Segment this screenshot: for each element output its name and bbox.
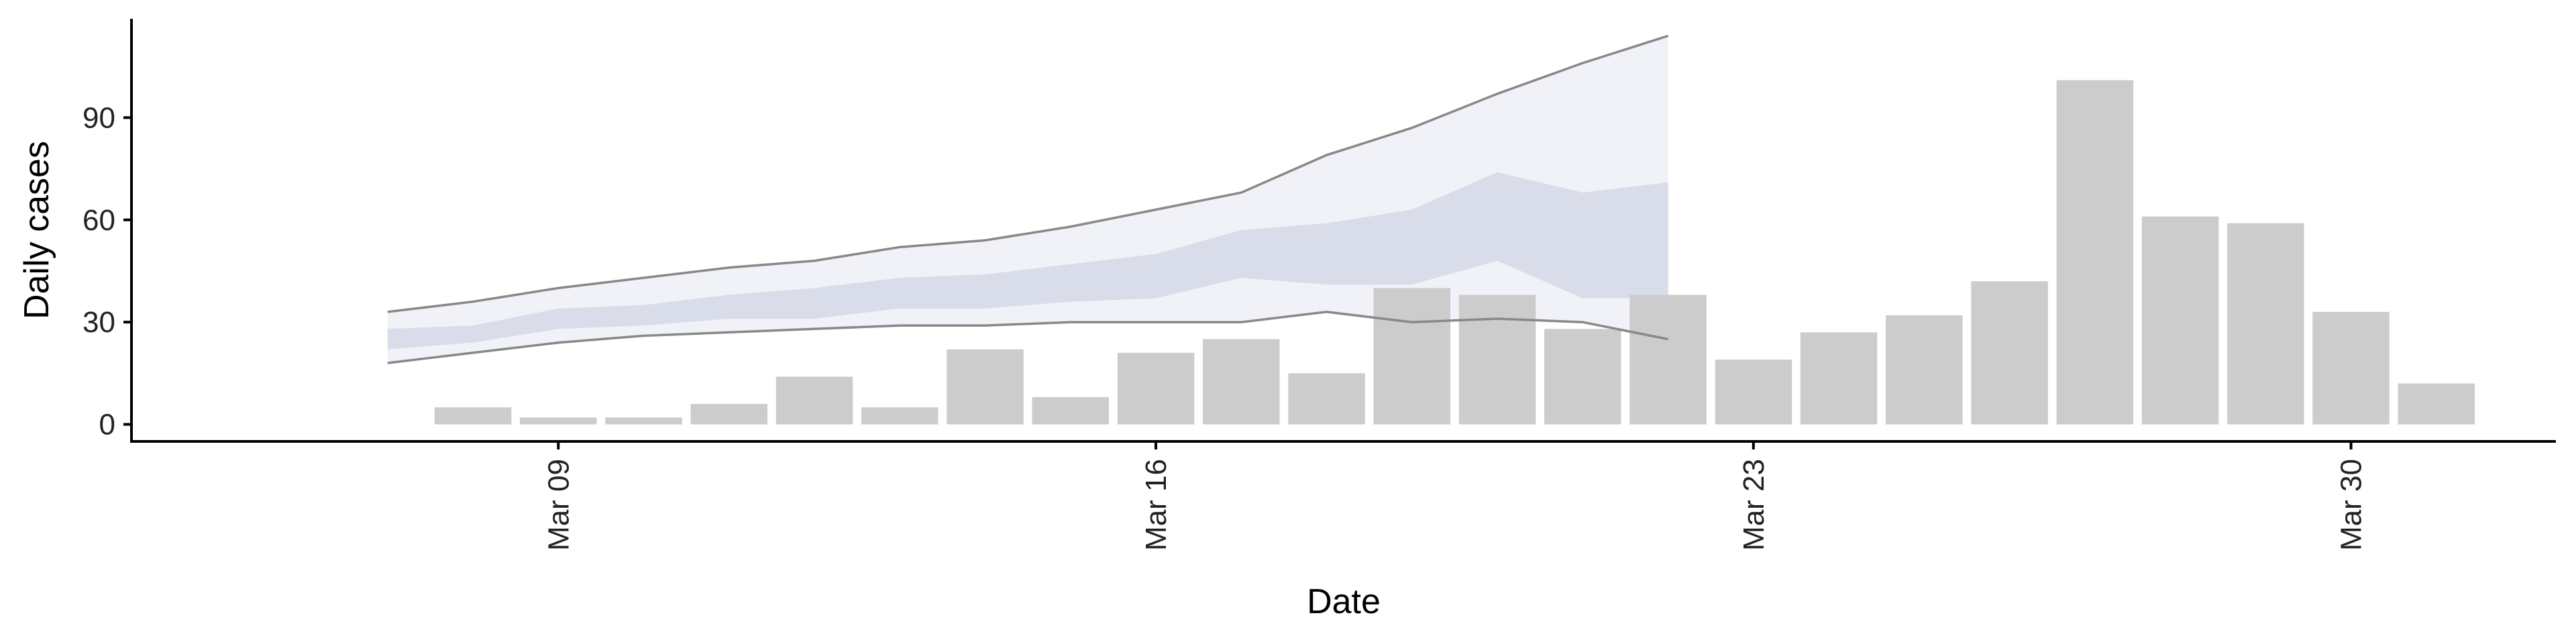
axes-layer — [130, 19, 2556, 443]
bar-2020-03-15 — [1032, 397, 1109, 425]
bar-2020-03-16 — [1117, 352, 1195, 425]
forecast-band-50 — [387, 172, 1668, 350]
x-tick-label: Mar 23 — [1737, 459, 1770, 551]
bar-2020-03-12 — [775, 376, 853, 425]
bar-2020-03-18 — [1288, 373, 1365, 425]
bar-2020-03-08 — [434, 407, 512, 425]
x-tick-label: Mar 09 — [542, 459, 575, 551]
bar-2020-03-25 — [1886, 315, 1963, 425]
bar-2020-03-10 — [605, 417, 682, 425]
bar-2020-03-09 — [520, 417, 597, 425]
y-ticks: 0 30 60 90 — [83, 101, 131, 441]
bar-2020-03-30 — [2312, 311, 2390, 425]
bar-2020-03-24 — [1800, 332, 1878, 425]
x-tick-label: Mar 30 — [2335, 459, 2368, 551]
bar-2020-03-22 — [1629, 294, 1707, 425]
bar-2020-03-21 — [1544, 329, 1621, 425]
bars-layer — [434, 80, 2475, 425]
forecast-lower-line — [387, 311, 1668, 364]
bar-2020-03-27 — [2056, 80, 2134, 425]
y-axis-title: Daily cases — [17, 141, 56, 319]
lines-layer — [387, 34, 1669, 364]
x-axis-title: Date — [1307, 582, 1381, 621]
y-tick-label: 90 — [83, 101, 115, 134]
bar-2020-03-13 — [861, 407, 938, 425]
y-tick-label: 0 — [99, 409, 115, 441]
bar-2020-03-14 — [947, 349, 1024, 425]
y-tick-label: 60 — [83, 204, 115, 237]
forecast-layer — [387, 36, 1668, 364]
bar-2020-03-31 — [2398, 383, 2475, 425]
bar-2020-03-28 — [2141, 216, 2219, 425]
bar-2020-03-26 — [1971, 281, 2048, 425]
x-tick-label: Mar 16 — [1140, 459, 1173, 551]
bar-2020-03-17 — [1203, 339, 1280, 425]
bar-2020-03-19 — [1373, 288, 1450, 425]
bar-2020-03-23 — [1715, 360, 1792, 425]
bar-2020-03-11 — [690, 404, 767, 425]
bar-2020-03-20 — [1458, 294, 1536, 425]
bar-2020-03-29 — [2227, 223, 2304, 425]
x-ticks: Mar 09 Mar 16 Mar 23 Mar 30 — [542, 441, 2368, 551]
y-tick-label: 30 — [83, 306, 115, 339]
forecast-upper-line — [387, 34, 1669, 313]
